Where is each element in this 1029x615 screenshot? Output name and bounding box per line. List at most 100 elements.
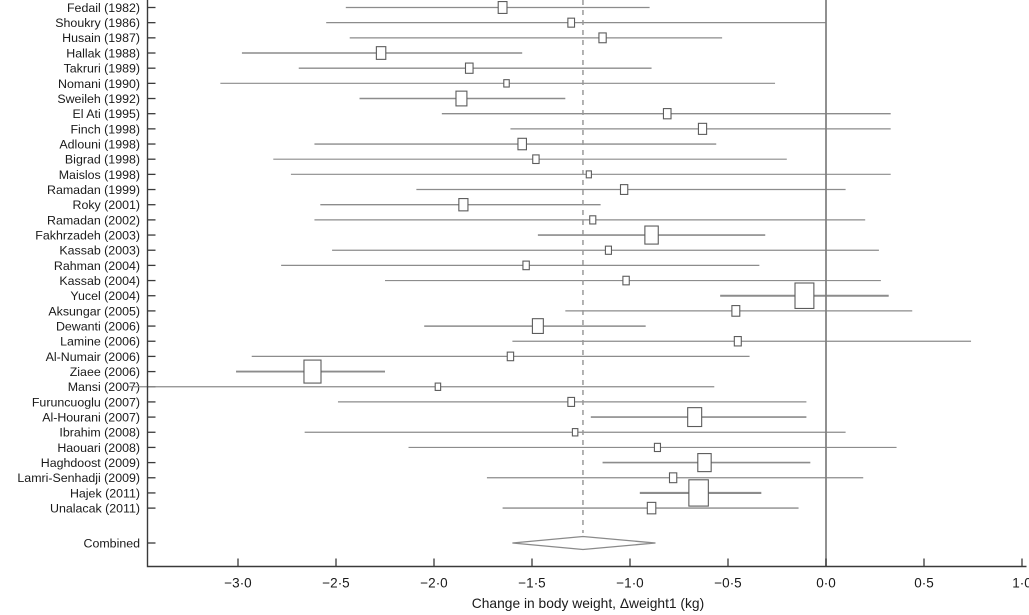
study-label: Unalacak (2011)	[50, 502, 140, 516]
study-label: Furuncuoglu (2007)	[32, 395, 140, 409]
point-estimate-marker	[794, 282, 815, 310]
point-estimate-marker	[567, 396, 576, 407]
point-estimate-marker	[688, 479, 709, 507]
point-estimate-marker	[458, 198, 469, 212]
study-label: Lamri-Senhadji (2009)	[17, 471, 140, 485]
study-label: Mansi (2007)	[68, 380, 140, 394]
point-estimate-marker	[531, 318, 544, 335]
x-axis-tick-label: −3·0	[224, 576, 251, 591]
forest-row	[424, 318, 646, 335]
point-estimate-marker	[503, 79, 510, 88]
study-label: Hajek (2011)	[70, 486, 140, 500]
forest-row	[326, 17, 826, 28]
study-label: Maislos (1998)	[59, 168, 140, 182]
forest-row	[314, 137, 717, 151]
forest-row	[128, 382, 715, 391]
study-label: Fedail (1982)	[67, 1, 140, 15]
forest-row	[565, 305, 913, 317]
study-labels-group: Fedail (1982)Shoukry (1986)Husain (1987)…	[17, 1, 156, 550]
study-label: Haouari (2008)	[57, 441, 140, 455]
study-label: Kassab (2004)	[59, 274, 140, 288]
point-estimate-marker	[697, 453, 712, 473]
combined-label: Combined	[84, 536, 141, 550]
forest-row	[416, 184, 846, 195]
x-axis-tick-label: −1·0	[616, 576, 643, 591]
study-label: Fakhrzadeh (2003)	[35, 228, 140, 242]
point-estimate-marker	[303, 359, 322, 384]
forest-row	[408, 442, 897, 453]
point-estimate-marker	[646, 501, 657, 515]
forest-row	[332, 245, 879, 255]
study-label: Al-Hourani (2007)	[42, 410, 140, 424]
x-axis-tick-label: −2·5	[322, 576, 349, 591]
x-axis-tick-label: 0·0	[816, 576, 836, 591]
point-estimate-marker	[434, 382, 442, 391]
combined-diamond	[512, 535, 656, 551]
study-label: Sweileh (1992)	[57, 92, 140, 106]
forest-row	[639, 479, 762, 507]
forest-row	[512, 335, 972, 347]
study-label: Haghdoost (2009)	[41, 456, 140, 470]
forest-row	[320, 198, 601, 212]
forest-row	[602, 453, 811, 473]
point-estimate-marker	[522, 260, 530, 271]
point-estimate-marker	[687, 407, 703, 428]
study-label: El Ati (1995)	[73, 107, 141, 121]
point-estimate-marker	[497, 1, 508, 14]
forest-row	[510, 122, 891, 135]
point-estimate-marker	[644, 225, 659, 245]
point-estimate-marker	[653, 442, 662, 453]
point-estimate-marker	[517, 137, 528, 151]
x-axis-tick-label: 0·5	[914, 576, 934, 591]
study-label: Ziaee (2006)	[70, 365, 140, 379]
study-label: Kassab (2003)	[59, 244, 140, 258]
point-estimate-marker	[733, 335, 742, 347]
study-label: Adlouni (1998)	[59, 137, 140, 151]
forest-row	[345, 1, 650, 14]
forest-row	[298, 62, 652, 74]
forest-row	[220, 79, 776, 88]
forest-row	[337, 396, 807, 407]
forest-row	[236, 359, 385, 384]
study-label: Lamine (2006)	[60, 335, 140, 349]
forest-row	[359, 90, 566, 107]
forest-row	[241, 46, 523, 60]
forest-row	[304, 428, 846, 437]
point-estimate-marker	[567, 17, 576, 28]
point-estimate-marker	[506, 351, 515, 362]
forest-row	[349, 32, 723, 44]
forest-row	[273, 154, 787, 165]
x-axis-tick-label: 1·0	[1012, 576, 1029, 591]
forest-row	[537, 225, 766, 245]
point-estimate-marker	[532, 154, 540, 165]
point-estimate-marker	[375, 46, 387, 60]
study-label: Aksungar (2005)	[48, 304, 140, 318]
study-label: Rahman (2004)	[54, 259, 140, 273]
forest-row	[486, 472, 864, 484]
study-label: Yucel (2004)	[70, 289, 140, 303]
forest-row	[441, 108, 891, 120]
point-estimate-marker	[571, 428, 579, 437]
point-estimate-marker	[585, 170, 592, 179]
point-estimate-marker	[731, 305, 741, 317]
forest-row	[590, 407, 807, 428]
forest-row	[314, 215, 866, 225]
study-label: Dewanti (2006)	[56, 319, 140, 333]
study-rows-group	[128, 1, 972, 515]
point-estimate-marker	[455, 90, 468, 107]
forest-row	[385, 275, 881, 286]
forest-row	[290, 170, 891, 179]
study-label: Ibrahim (2008)	[59, 426, 140, 440]
point-estimate-marker	[589, 215, 597, 225]
forest-row	[251, 351, 750, 362]
forest-row	[720, 282, 889, 310]
study-label: Finch (1998)	[70, 122, 140, 136]
study-label: Ramadan (2002)	[47, 213, 140, 227]
study-label: Shoukry (1986)	[55, 16, 140, 30]
point-estimate-marker	[619, 184, 629, 195]
point-estimate-marker	[697, 122, 708, 135]
point-estimate-marker	[622, 275, 630, 286]
point-estimate-marker	[464, 62, 474, 74]
plot-frame	[146, 0, 1027, 568]
